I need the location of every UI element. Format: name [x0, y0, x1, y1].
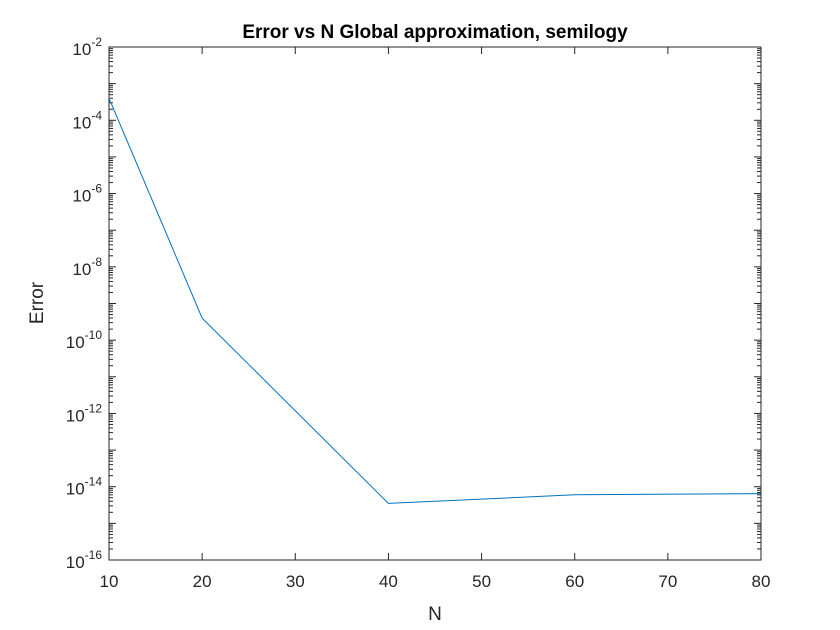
y-axis-label: Error [27, 281, 48, 324]
plot-area [108, 46, 762, 561]
error-series-line [108, 98, 762, 504]
x-tick-label: 60 [565, 572, 584, 591]
y-tick-label: 10-14 [66, 475, 103, 499]
tick-labels: 10 20 30 40 50 60 70 80 10-2 10-4 10-6 10-8 10-10 10-… [66, 35, 771, 591]
x-tick-label: 10 [100, 572, 119, 591]
y-tick-label: 10-8 [72, 255, 102, 279]
y-tick-label: 10-2 [72, 35, 102, 59]
x-tick-label: 80 [752, 572, 771, 591]
y-tick-label: 10-12 [66, 401, 103, 425]
chart-title: Error vs N Global approximation, semilog… [242, 22, 628, 43]
x-tick-label: 30 [286, 572, 305, 591]
ticks [108, 46, 762, 561]
y-tick-label: 10-6 [72, 182, 102, 206]
x-axis-label: N [428, 604, 442, 625]
x-tick-label: 70 [658, 572, 677, 591]
x-tick-label: 40 [379, 572, 398, 591]
x-tick-label: 50 [472, 572, 491, 591]
axes-box [108, 46, 762, 561]
x-tick-label: 20 [193, 572, 212, 591]
y-tick-label: 10-10 [66, 328, 103, 352]
y-tick-label: 10-4 [72, 108, 102, 132]
y-tick-label: 10-16 [66, 548, 103, 572]
series-layer [108, 98, 762, 504]
